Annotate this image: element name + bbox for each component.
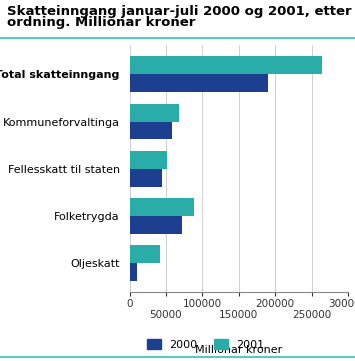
Text: ordning. Millionar kroner: ordning. Millionar kroner	[7, 16, 196, 29]
Bar	[130, 151, 168, 169]
Bar	[130, 245, 160, 263]
Text: Skatteinngang januar-juli 2000 og 2001, etter skatte-: Skatteinngang januar-juli 2000 og 2001, …	[7, 5, 355, 18]
X-axis label: Millionar kroner: Millionar kroner	[195, 345, 282, 356]
Bar	[130, 198, 193, 216]
Bar	[130, 104, 179, 122]
Bar	[130, 263, 137, 281]
Bar	[130, 216, 182, 234]
Legend: 2000, 2001: 2000, 2001	[147, 339, 264, 350]
Bar	[130, 169, 162, 187]
Bar	[130, 122, 172, 139]
Bar	[130, 74, 268, 92]
Bar	[130, 56, 322, 74]
